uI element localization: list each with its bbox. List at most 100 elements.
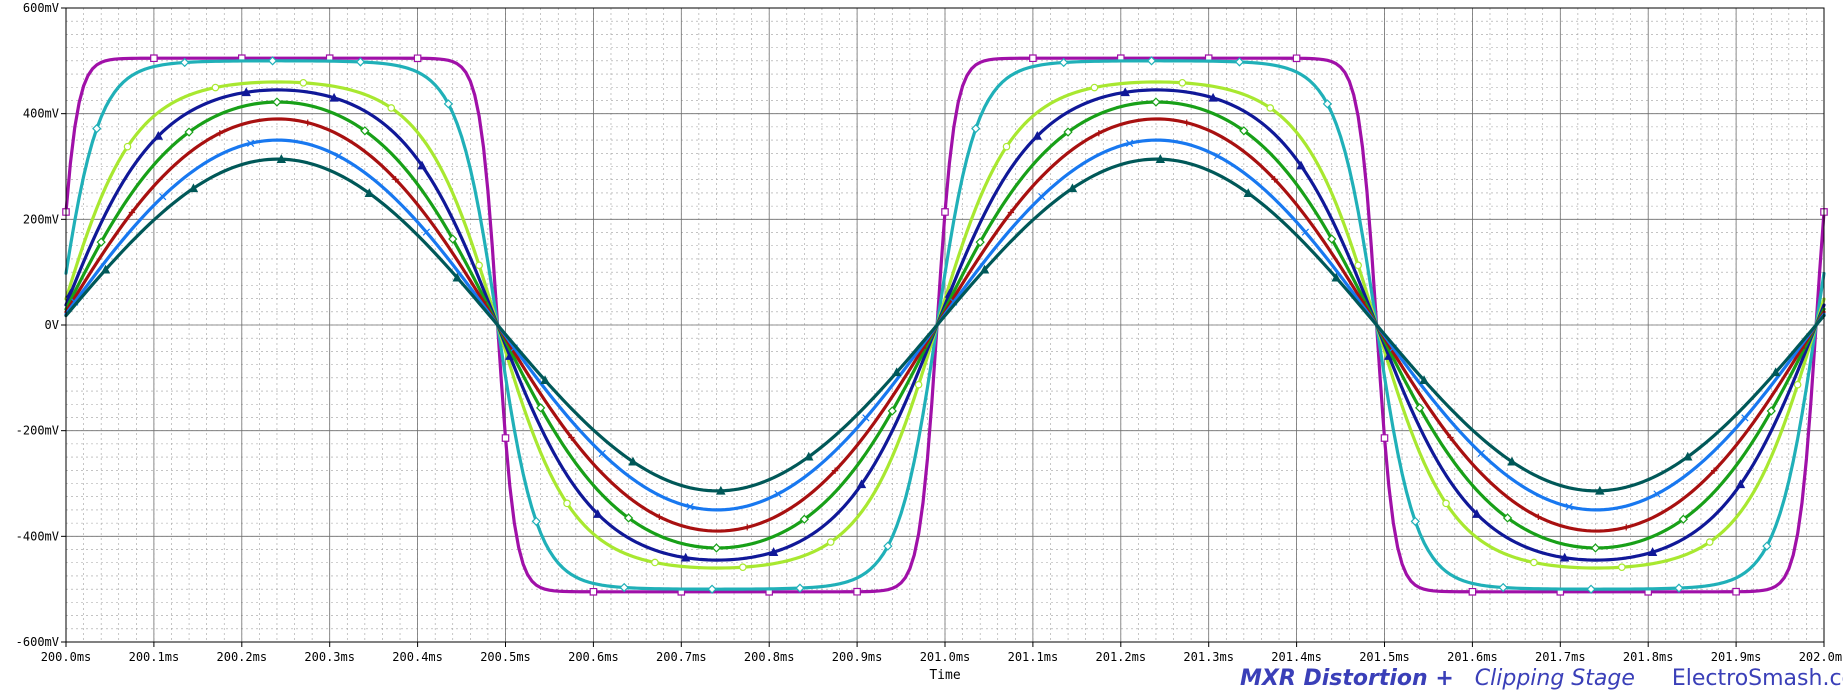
series-marker: [475, 261, 483, 270]
series-marker: [241, 87, 251, 97]
series-marker: [1301, 228, 1310, 236]
series-marker: [417, 160, 427, 170]
series-marker: [979, 264, 990, 274]
series-marker: [355, 57, 366, 67]
series-marker: [1565, 503, 1573, 511]
series-marker: [1674, 583, 1684, 593]
series-marker: [1271, 176, 1278, 183]
series-marker: [211, 83, 220, 92]
series-marker: [1327, 234, 1337, 244]
series-marker: [1647, 547, 1658, 556]
series-marker: [387, 104, 396, 112]
series-marker: [1234, 57, 1245, 67]
series-marker: [92, 123, 102, 134]
x-tick-label: 200.1ms: [129, 650, 180, 664]
series-marker: [1732, 587, 1740, 596]
series-marker: [686, 503, 694, 511]
series-marker: [1296, 160, 1306, 170]
series-marker: [540, 375, 550, 385]
series-group: [62, 54, 1828, 596]
x-tick-label: 201.9ms: [1711, 650, 1762, 664]
series-marker: [1766, 406, 1776, 416]
series-marker: [422, 228, 431, 236]
series-marker: [1354, 261, 1362, 270]
y-axis-ticks: 600mV 400mV 200mV 0V -200mV -400mV -600mV: [16, 1, 66, 649]
series-marker: [1498, 582, 1508, 593]
series-marker: [804, 451, 814, 461]
x-tick-label: 200.6ms: [568, 650, 619, 664]
series-8: [64, 154, 1826, 495]
series-marker: [707, 584, 717, 594]
footer-brand-title: MXR Distortion +: [1240, 666, 1454, 691]
series-marker: [1595, 485, 1605, 495]
series-marker: [216, 130, 224, 137]
series-marker: [1535, 513, 1542, 520]
series-marker: [276, 154, 287, 163]
series-marker: [413, 54, 422, 63]
series-marker: [1038, 192, 1046, 201]
series-marker: [1002, 142, 1011, 151]
series-2: [64, 56, 1826, 594]
series-marker: [799, 514, 810, 524]
x-tick-label: 201.6ms: [1447, 650, 1498, 664]
series-marker: [1678, 514, 1689, 524]
series-marker: [1213, 152, 1222, 160]
series-marker: [1415, 403, 1425, 413]
series-marker: [623, 513, 634, 523]
y-tick-label: 200mV: [23, 212, 59, 226]
y-tick-label: -400mV: [16, 529, 59, 543]
series-marker: [334, 152, 343, 160]
series-marker: [651, 558, 659, 567]
series-marker: [711, 543, 722, 553]
series-marker: [1090, 83, 1099, 92]
series-marker: [598, 449, 606, 458]
series-marker: [184, 127, 194, 137]
series-marker: [96, 237, 106, 247]
series-marker: [883, 541, 893, 551]
series-marker: [1683, 451, 1693, 461]
series-marker: [1653, 490, 1661, 498]
series-marker: [1063, 127, 1073, 137]
series-marker: [1322, 99, 1333, 109]
y-tick-label: 0V: [45, 318, 59, 332]
series-marker: [100, 264, 111, 274]
series-marker: [716, 485, 726, 495]
series-marker: [501, 434, 510, 442]
series-marker: [862, 414, 870, 422]
series-marker: [1239, 126, 1249, 136]
x-tick-label: 200.9ms: [832, 650, 883, 664]
series-marker: [774, 490, 782, 498]
series-marker: [1419, 375, 1429, 385]
series-4: [64, 87, 1826, 562]
series-marker: [1292, 54, 1301, 63]
series-marker: [1793, 380, 1802, 389]
series-marker: [1530, 558, 1538, 567]
series-marker: [1059, 57, 1069, 68]
series-3: [64, 79, 1826, 571]
series-marker: [1442, 499, 1450, 508]
x-tick-label: 201.4ms: [1271, 650, 1322, 664]
footer-brand-site: ElectroSmash.com: [1672, 666, 1843, 691]
series-marker: [360, 126, 370, 136]
series-marker: [272, 97, 282, 107]
grid: [65, 7, 1825, 643]
series-marker: [536, 403, 546, 413]
series-marker: [452, 272, 462, 282]
series-marker: [128, 209, 136, 216]
series-marker: [1067, 183, 1078, 193]
series-marker: [563, 499, 571, 508]
series-marker: [628, 456, 638, 466]
series-marker: [831, 467, 839, 474]
series-line: [64, 88, 1826, 562]
x-tick-label: 200.5ms: [480, 650, 531, 664]
x-tick-label: 200.2ms: [217, 650, 268, 664]
series-marker: [891, 367, 902, 377]
series-marker: [1590, 543, 1601, 553]
series-marker: [1586, 584, 1596, 594]
x-tick-label: 201.7ms: [1535, 650, 1586, 664]
series-marker: [1032, 130, 1042, 140]
series-marker: [1125, 139, 1134, 147]
series-marker: [150, 54, 158, 63]
x-tick-label: 200.4ms: [392, 650, 443, 664]
